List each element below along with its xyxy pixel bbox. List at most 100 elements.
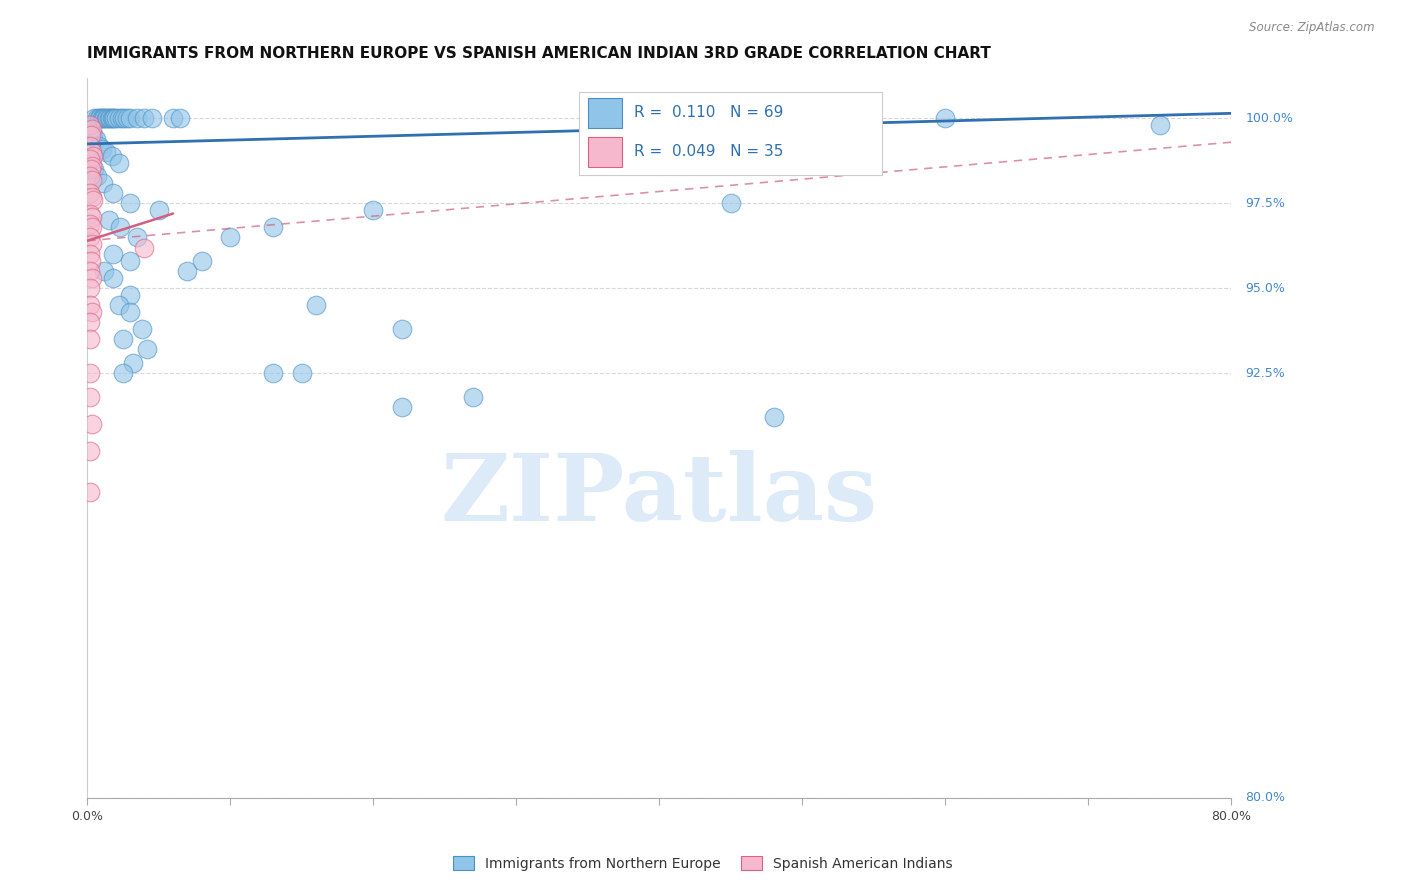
Point: [82, 193, 104, 207]
Point: [79, 264, 101, 278]
Point: [176, 264, 198, 278]
Point: [720, 196, 742, 211]
Text: 97.5%: 97.5%: [1246, 197, 1285, 210]
Point: [86, 112, 108, 126]
Point: [80, 172, 103, 186]
Point: [141, 112, 163, 126]
Point: [90, 112, 112, 126]
Text: 80.0%: 80.0%: [1246, 791, 1285, 805]
Point: [111, 366, 134, 380]
Point: [93, 264, 115, 278]
Point: [79, 366, 101, 380]
Point: [91, 112, 114, 126]
Point: [79, 390, 101, 404]
Point: [80, 162, 103, 177]
Point: [80, 254, 103, 268]
Point: [107, 155, 129, 169]
Point: [120, 254, 142, 268]
Point: [87, 112, 110, 126]
Point: [127, 230, 149, 244]
Point: [305, 298, 328, 312]
Point: [190, 254, 212, 268]
Point: [79, 247, 101, 261]
Point: [169, 112, 191, 126]
Text: 100.0%: 100.0%: [1246, 112, 1294, 125]
Point: [463, 390, 485, 404]
Point: [83, 162, 105, 177]
Point: [80, 210, 103, 224]
Point: [100, 112, 122, 126]
Point: [1149, 118, 1171, 132]
Point: [79, 281, 101, 295]
Point: [79, 206, 101, 220]
Point: [83, 112, 105, 126]
Point: [108, 220, 131, 235]
Point: [103, 112, 125, 126]
Point: [110, 112, 132, 126]
Point: [120, 288, 142, 302]
Point: [79, 152, 101, 166]
Point: [111, 332, 134, 346]
Text: 95.0%: 95.0%: [1246, 282, 1285, 295]
Text: Source: ZipAtlas.com: Source: ZipAtlas.com: [1250, 21, 1375, 34]
Point: [219, 230, 242, 244]
Point: [101, 112, 124, 126]
Point: [117, 112, 139, 126]
Point: [262, 366, 284, 380]
Point: [79, 230, 101, 244]
Point: [391, 401, 413, 415]
Point: [79, 217, 101, 231]
Point: [80, 271, 103, 285]
Point: [148, 203, 170, 218]
Point: [79, 138, 101, 153]
Point: [80, 237, 103, 252]
Point: [120, 196, 142, 211]
Point: [120, 112, 142, 126]
Point: [97, 112, 120, 126]
Point: [162, 112, 184, 126]
Point: [91, 176, 114, 190]
Legend: Immigrants from Northern Europe, Spanish American Indians: Immigrants from Northern Europe, Spanish…: [447, 850, 959, 876]
Point: [82, 128, 104, 143]
Point: [79, 485, 101, 500]
Point: [94, 145, 117, 160]
Point: [107, 298, 129, 312]
Point: [84, 132, 107, 146]
Point: [101, 271, 124, 285]
Point: [391, 322, 413, 336]
Point: [87, 138, 110, 153]
Point: [112, 112, 135, 126]
Point: [80, 305, 103, 319]
Point: [134, 112, 156, 126]
Point: [82, 149, 104, 163]
Point: [90, 142, 112, 156]
Point: [291, 366, 314, 380]
Point: [89, 112, 111, 126]
Point: [98, 112, 121, 126]
Point: [86, 169, 108, 184]
Point: [80, 159, 103, 173]
Point: [79, 332, 101, 346]
Point: [79, 118, 101, 132]
Point: [80, 417, 103, 432]
Point: [101, 186, 124, 201]
Point: [134, 241, 156, 255]
Point: [96, 112, 118, 126]
Point: [100, 149, 122, 163]
Point: [80, 128, 103, 143]
Text: ZIPatlas: ZIPatlas: [440, 450, 877, 541]
Point: [79, 444, 101, 458]
Point: [79, 186, 101, 201]
Point: [79, 169, 101, 184]
Point: [97, 213, 120, 227]
Point: [127, 112, 149, 126]
Point: [93, 112, 115, 126]
Point: [107, 112, 129, 126]
Point: [94, 112, 117, 126]
Point: [120, 305, 142, 319]
Point: [80, 189, 103, 203]
Text: 92.5%: 92.5%: [1246, 367, 1285, 380]
Point: [131, 322, 153, 336]
Point: [361, 203, 384, 218]
Point: [79, 298, 101, 312]
